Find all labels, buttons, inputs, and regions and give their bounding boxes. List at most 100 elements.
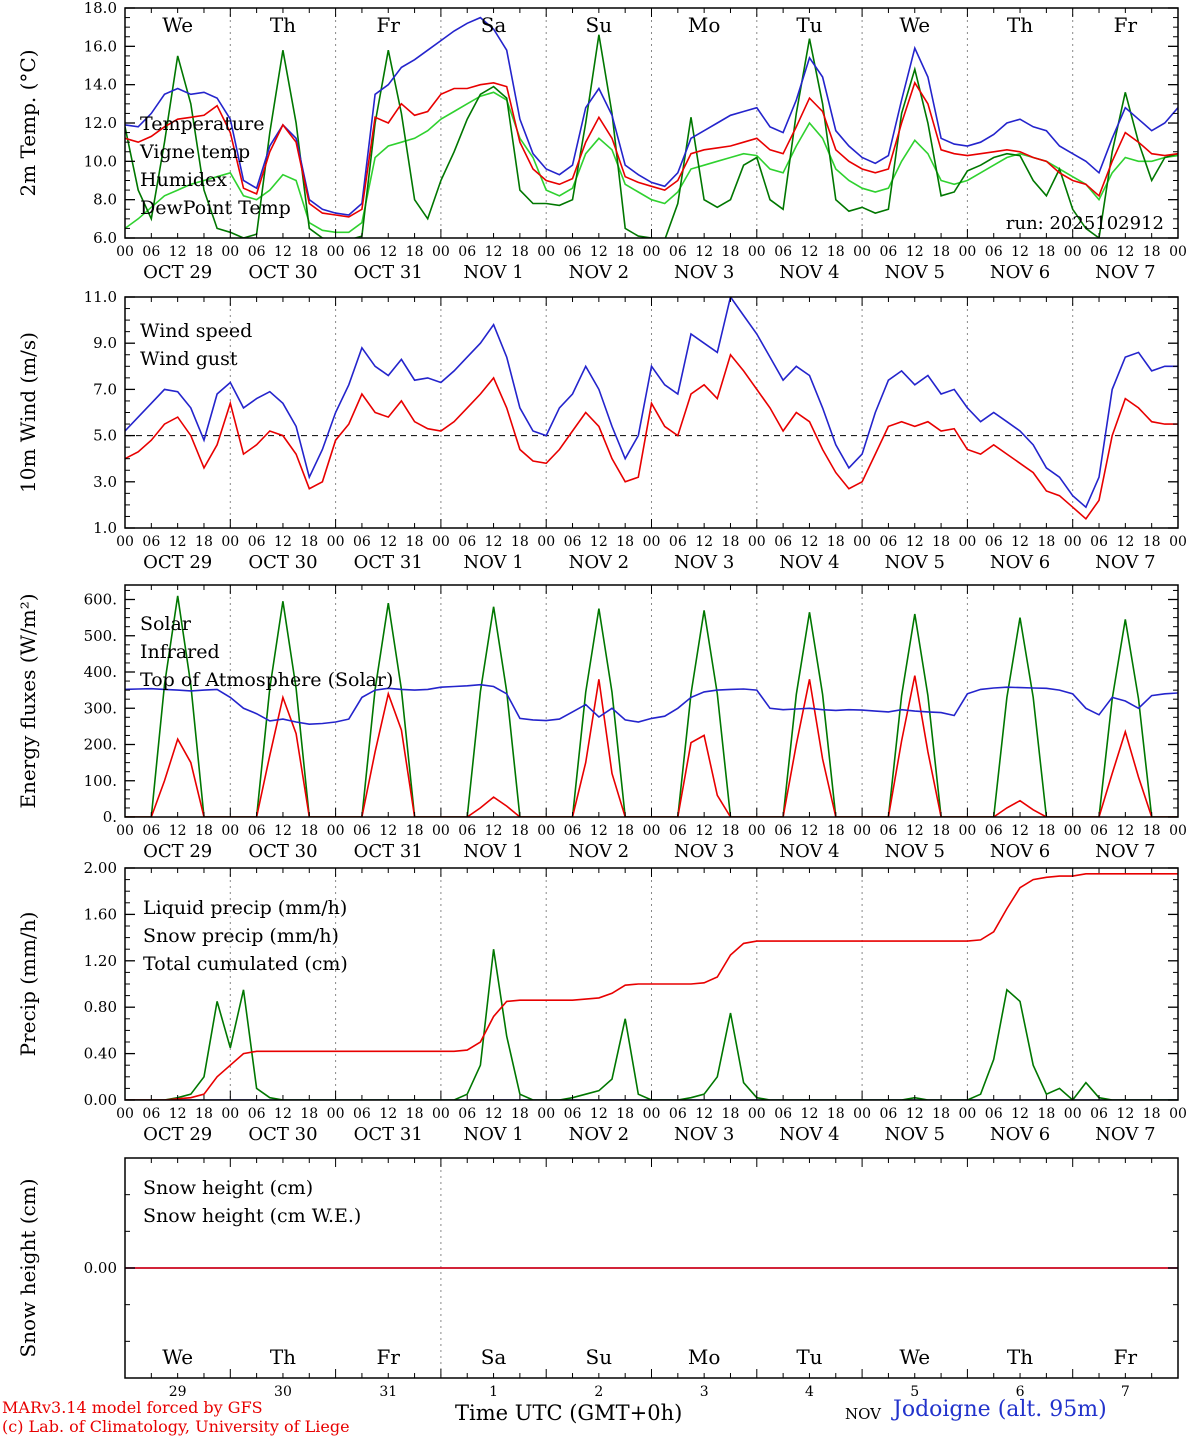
hour-tick-label: 00 [748,823,766,839]
date-label: OCT 31 [354,1124,423,1145]
hour-tick-label: 12 [590,823,608,839]
hour-tick-label: 18 [827,244,845,260]
hour-tick-label: 00 [116,823,134,839]
hour-tick-label: 00 [432,1106,450,1122]
y-axis-title: Snow height (cm) [16,1178,40,1357]
hour-tick-label: 12 [379,244,397,260]
hour-tick-label: 12 [801,1106,819,1122]
y-tick-label: 100. [84,772,117,790]
hour-tick-label: 18 [616,244,634,260]
day-name-label: Fr [377,1345,401,1369]
hour-tick-label: 12 [274,244,292,260]
hour-tick-label: 00 [221,244,239,260]
y-tick-label: 600. [84,591,117,609]
hour-tick-label: 00 [537,1106,555,1122]
hour-tick-label: 06 [669,823,687,839]
hour-tick-label: 06 [248,244,266,260]
hour-tick-label: 12 [906,244,924,260]
hour-tick-label: 06 [669,1106,687,1122]
hour-tick-label: 18 [1037,1106,1055,1122]
hour-tick-label: 00 [1169,534,1187,550]
y-tick-label: 6.0 [93,229,117,247]
date-label: NOV 1 [463,552,523,573]
hour-tick-label: 06 [458,823,476,839]
y-axis-title: Energy fluxes (W/m²) [16,593,40,808]
day-number-label: 4 [805,1384,814,1400]
hour-tick-label: 18 [300,534,318,550]
hour-tick-label: 18 [722,823,740,839]
hour-tick-label: 00 [958,1106,976,1122]
date-label: NOV 7 [1095,841,1155,862]
hour-tick-label: 18 [300,1106,318,1122]
hour-tick-label: 12 [485,823,503,839]
hour-tick-label: 00 [327,823,345,839]
hour-tick-label: 12 [274,1106,292,1122]
hour-tick-label: 00 [327,1106,345,1122]
hour-tick-label: 12 [906,1106,924,1122]
legend-item: Solar [140,613,192,635]
y-tick-label: 0.40 [84,1045,117,1063]
y-tick-label: 300. [84,699,117,717]
day-number-label: 1 [489,1384,498,1400]
hour-tick-label: 06 [985,823,1003,839]
hour-tick-label: 00 [537,534,555,550]
day-name-label: Sa [481,1345,507,1369]
date-label: NOV 2 [569,552,629,573]
hour-tick-label: 06 [142,1106,160,1122]
hour-tick-label: 18 [511,244,529,260]
hour-tick-label: 12 [485,244,503,260]
hour-tick-label: 00 [537,823,555,839]
hour-tick-label: 12 [590,534,608,550]
hour-tick-label: 06 [248,823,266,839]
legend-item: Total cumulated (cm) [143,953,348,975]
hour-tick-label: 12 [695,823,713,839]
legend-item: Vigne temp [139,141,250,163]
hour-tick-label: 00 [432,244,450,260]
month-label: NOV [845,1405,881,1423]
hour-tick-label: 18 [616,823,634,839]
hour-tick-label: 00 [1064,823,1082,839]
date-label: NOV 5 [885,841,945,862]
hour-tick-label: 18 [827,1106,845,1122]
legend-item: Top of Atmosphere (Solar) [140,669,393,691]
hour-tick-label: 12 [485,1106,503,1122]
day-name-label: Th [1007,13,1033,37]
date-label: NOV 7 [1095,552,1155,573]
legend-item: Infrared [140,641,220,663]
hour-tick-label: 12 [801,823,819,839]
hour-tick-label: 18 [1037,534,1055,550]
y-tick-label: 16.0 [84,37,117,55]
day-number-label: 7 [1121,1384,1130,1400]
day-name-label: We [899,13,930,37]
hour-tick-label: 18 [195,823,213,839]
day-name-label: We [899,1345,930,1369]
hour-tick-label: 12 [1116,534,1134,550]
hour-tick-label: 18 [300,244,318,260]
hour-tick-label: 00 [748,534,766,550]
hour-tick-label: 00 [1064,534,1082,550]
hour-tick-label: 12 [906,823,924,839]
hour-tick-label: 06 [564,534,582,550]
hour-tick-label: 12 [906,534,924,550]
date-label: NOV 5 [885,552,945,573]
date-label: NOV 4 [779,841,839,862]
hour-tick-label: 18 [406,1106,424,1122]
hour-tick-label: 18 [195,244,213,260]
station-label: Jodoigne (alt. 95m) [893,1397,1107,1422]
date-label: NOV 6 [990,1124,1050,1145]
hour-tick-label: 00 [1169,823,1187,839]
day-name-label: Su [586,1345,613,1369]
day-name-label: Sa [481,13,507,37]
hour-tick-label: 18 [932,244,950,260]
y-tick-label: 0. [103,808,117,826]
hour-tick-label: 18 [1143,823,1161,839]
hour-tick-label: 18 [511,823,529,839]
legend-item: Snow precip (mm/h) [143,925,339,947]
day-name-label: Tu [796,13,822,37]
hour-tick-label: 18 [1143,534,1161,550]
day-number-label: 2 [594,1384,603,1400]
hour-tick-label: 00 [221,534,239,550]
hour-tick-label: 00 [432,823,450,839]
hour-tick-label: 00 [748,1106,766,1122]
